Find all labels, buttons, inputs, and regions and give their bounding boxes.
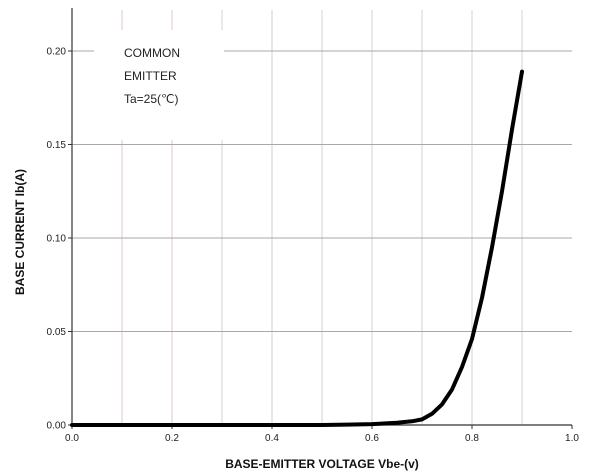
x-axis-title: BASE-EMITTER VOLTAGE Vbe-(v) (225, 457, 419, 471)
x-tick-label: 0.2 (165, 433, 179, 444)
annotation-background (94, 30, 224, 140)
x-tick-label: 0.6 (365, 433, 379, 444)
x-tick-label: 0.0 (65, 433, 79, 444)
data-series-curve (70, 69, 524, 427)
y-tick-label: 0.15 (47, 140, 67, 151)
x-tick-label: 0.4 (265, 433, 279, 444)
y-tick-label: 0.05 (47, 327, 67, 338)
x-tick-label: 0.8 (465, 433, 479, 444)
y-tick-label: 0.10 (47, 234, 67, 245)
annotation-line-2: EMITTER (124, 69, 177, 83)
annotation-line-3: Ta=25(℃) (124, 92, 179, 106)
ticks-layer: 0.0 0.2 0.4 0.6 0.8 1.0 0.00 0.05 0.10 0.15 0.20 (47, 47, 580, 445)
y-tick-label: 0.20 (47, 47, 67, 58)
y-axis-title: BASE CURRENT Ib(A) (13, 169, 27, 295)
x-tick-label: 1.0 (565, 433, 579, 444)
y-tick-label: 0.00 (47, 421, 67, 432)
annotation-line-1: COMMON (124, 46, 180, 60)
